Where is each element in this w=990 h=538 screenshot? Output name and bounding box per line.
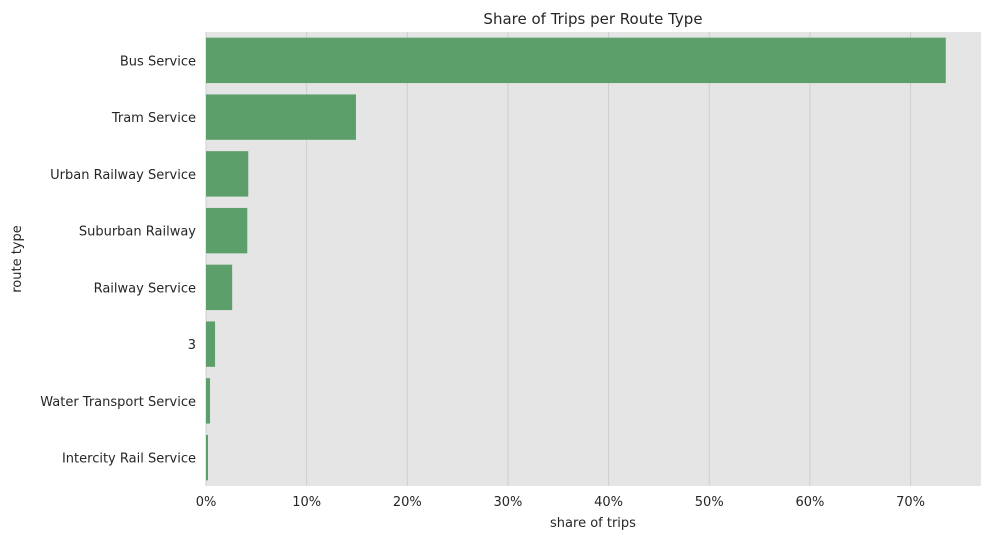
bar <box>206 264 233 311</box>
y-tick-label: Water Transport Service <box>40 395 196 410</box>
x-tick-label: 0% <box>196 495 217 510</box>
bar <box>206 378 211 424</box>
bar <box>206 37 946 84</box>
x-tick-label: 60% <box>795 495 824 510</box>
bar <box>206 321 216 367</box>
x-tick-label: 70% <box>896 495 925 510</box>
x-tick-label: 50% <box>695 495 724 510</box>
bar <box>206 207 248 254</box>
bar <box>206 151 249 197</box>
y-tick-labels: Bus Service Tram Service Urban Railway Ser… <box>40 54 196 466</box>
y-tick-label: Suburban Railway <box>79 225 196 240</box>
y-tick-label: 3 <box>188 338 196 353</box>
y-tick-label: Urban Railway Service <box>50 168 196 183</box>
y-tick-label: Bus Service <box>120 54 196 69</box>
x-axis-label: share of trips <box>550 516 636 531</box>
y-tick-label: Railway Service <box>94 281 196 296</box>
x-tick-label: 10% <box>292 495 321 510</box>
chart-title: Share of Trips per Route Type <box>483 10 702 28</box>
y-axis-label: route type <box>10 225 25 293</box>
bar <box>206 94 356 140</box>
x-tick-label: 40% <box>594 495 623 510</box>
bar <box>206 434 209 481</box>
bars <box>206 37 946 481</box>
x-tick-label: 20% <box>393 495 422 510</box>
y-tick-label: Intercity Rail Service <box>62 452 196 467</box>
y-tick-label: Tram Service <box>111 111 196 126</box>
x-tick-label: 30% <box>493 495 522 510</box>
x-tick-labels: 0% 10% 20% 30% 40% 50% 60% 70% <box>196 495 925 510</box>
